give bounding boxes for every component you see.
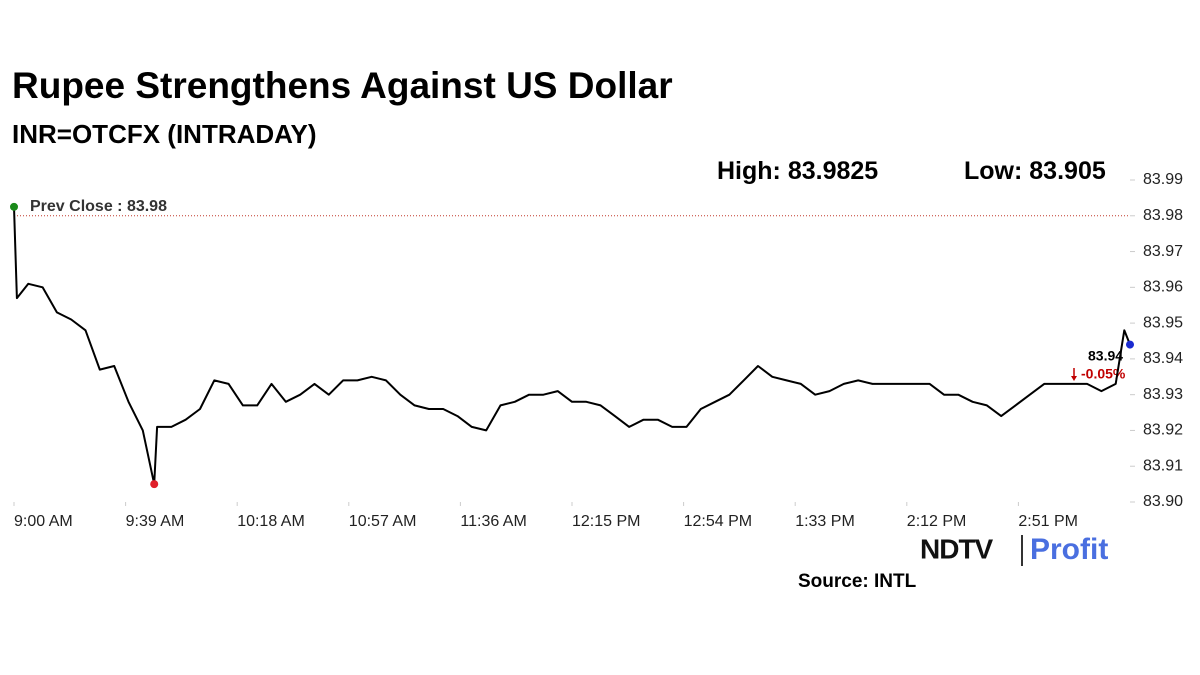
x-tick-label: 9:00 AM [14,513,73,530]
high-value: 83.9825 [788,157,878,185]
logo-profit: Profit [1030,533,1108,566]
high-label: High: [717,157,781,185]
down-arrow [1071,368,1077,381]
arrow-head [1071,376,1077,381]
x-tick-label: 10:57 AM [349,513,417,530]
chart-subtitle: INR=OTCFX (INTRADAY) [12,119,317,149]
x-tick-label: 11:36 AM [460,513,526,530]
prev-close-value: 83.98 [127,198,167,215]
start-marker [10,202,18,211]
x-tick-label: 2:12 PM [907,513,967,530]
y-tick-label: 83.91 [1143,457,1183,474]
y-tick-label: 83.92 [1143,422,1183,439]
high-text: High: 83.9825 [717,157,878,185]
x-tick-label: 10:18 AM [237,513,305,530]
logo-ndtv: NDTV [920,533,994,564]
low-marker [150,480,159,489]
low-text: Low: 83.905 [964,157,1106,185]
x-tick-label: 2:51 PM [1018,513,1078,530]
y-tick-label: 83.94 [1143,350,1183,367]
x-tick-label: 12:54 PM [684,513,752,530]
x-tick-label: 9:39 AM [126,513,185,530]
last-price: 83.94 [1088,348,1123,364]
y-tick-label: 83.98 [1143,207,1183,224]
x-tick-label: 1:33 PM [795,513,855,530]
y-tick-label: 83.99 [1143,171,1183,188]
prev-close-label: Prev Close : [30,198,122,215]
prev-close-text: Prev Close : 83.98 [30,198,167,215]
chart-title: Rupee Strengthens Against US Dollar [12,65,673,106]
y-tick-label: 83.96 [1143,279,1183,296]
y-tick-label: 83.93 [1143,386,1183,403]
y-tick-label: 83.97 [1143,243,1183,260]
source: Source: INTL [798,571,917,592]
low-label: Low: [964,157,1022,185]
low-value: 83.905 [1029,157,1106,185]
price-line [13,206,1131,486]
end-marker [1126,340,1134,349]
y-tick-label: 83.90 [1143,493,1183,510]
y-tick-label: 83.95 [1143,314,1183,331]
x-tick-label: 12:15 PM [572,513,640,530]
change-label: -0.05% [1081,366,1126,382]
